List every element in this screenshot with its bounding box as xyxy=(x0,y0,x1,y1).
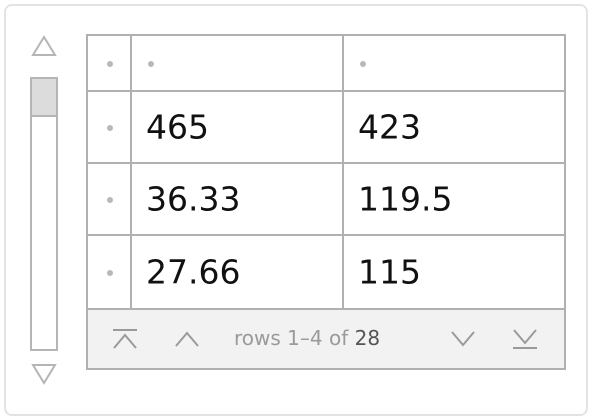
cell-value: 27.66 xyxy=(146,252,241,292)
chevron-up-icon[interactable] xyxy=(170,322,204,356)
chevron-down-icon[interactable] xyxy=(446,322,480,356)
empty-cell-dot xyxy=(107,61,113,67)
data-grid: 465 423 36.33 119.5 27.66 xyxy=(86,34,566,370)
corner-header-cell[interactable] xyxy=(88,36,132,90)
total-rows: 28 xyxy=(354,326,381,350)
first-page-icon[interactable] xyxy=(108,322,142,356)
triangle-down-icon[interactable] xyxy=(30,362,58,386)
empty-cell-dot xyxy=(360,61,366,67)
rows-range: 1–4 xyxy=(287,326,323,350)
header-row xyxy=(88,36,564,92)
empty-cell-dot xyxy=(107,270,113,276)
table-row: 465 423 xyxy=(88,92,564,164)
pagination-status: rows 1–4 of 28 xyxy=(234,326,380,350)
row-header-cell[interactable] xyxy=(88,236,132,308)
cell-value: 36.33 xyxy=(146,179,241,219)
scrollbar-thumb[interactable] xyxy=(32,79,56,117)
table-cell[interactable]: 119.5 xyxy=(344,164,564,234)
vertical-scrollbar[interactable] xyxy=(24,34,64,400)
table-cell[interactable]: 465 xyxy=(132,92,344,162)
empty-cell-dot xyxy=(107,125,113,131)
scrollbar-track[interactable] xyxy=(30,77,58,351)
table-row: 36.33 119.5 xyxy=(88,164,564,236)
empty-cell-dot xyxy=(107,197,113,203)
data-table-panel: 465 423 36.33 119.5 27.66 xyxy=(4,4,588,416)
table-cell[interactable]: 27.66 xyxy=(132,236,344,308)
row-header-cell[interactable] xyxy=(88,164,132,234)
cell-value: 423 xyxy=(358,107,421,147)
triangle-up-icon[interactable] xyxy=(30,34,58,58)
cell-value: 115 xyxy=(358,252,421,292)
column-header-2[interactable] xyxy=(344,36,564,90)
table-cell[interactable]: 115 xyxy=(344,236,564,308)
empty-cell-dot xyxy=(148,61,154,67)
table-cell[interactable]: 423 xyxy=(344,92,564,162)
of-label: of xyxy=(328,326,349,350)
table-row: 27.66 115 xyxy=(88,236,564,310)
cell-value: 119.5 xyxy=(358,179,453,219)
last-page-icon[interactable] xyxy=(508,322,542,356)
table-cell[interactable]: 36.33 xyxy=(132,164,344,234)
rows-label: rows xyxy=(234,326,281,350)
row-header-cell[interactable] xyxy=(88,92,132,162)
column-header-1[interactable] xyxy=(132,36,344,90)
cell-value: 465 xyxy=(146,107,209,147)
pagination-bar: rows 1–4 of 28 xyxy=(88,310,564,368)
